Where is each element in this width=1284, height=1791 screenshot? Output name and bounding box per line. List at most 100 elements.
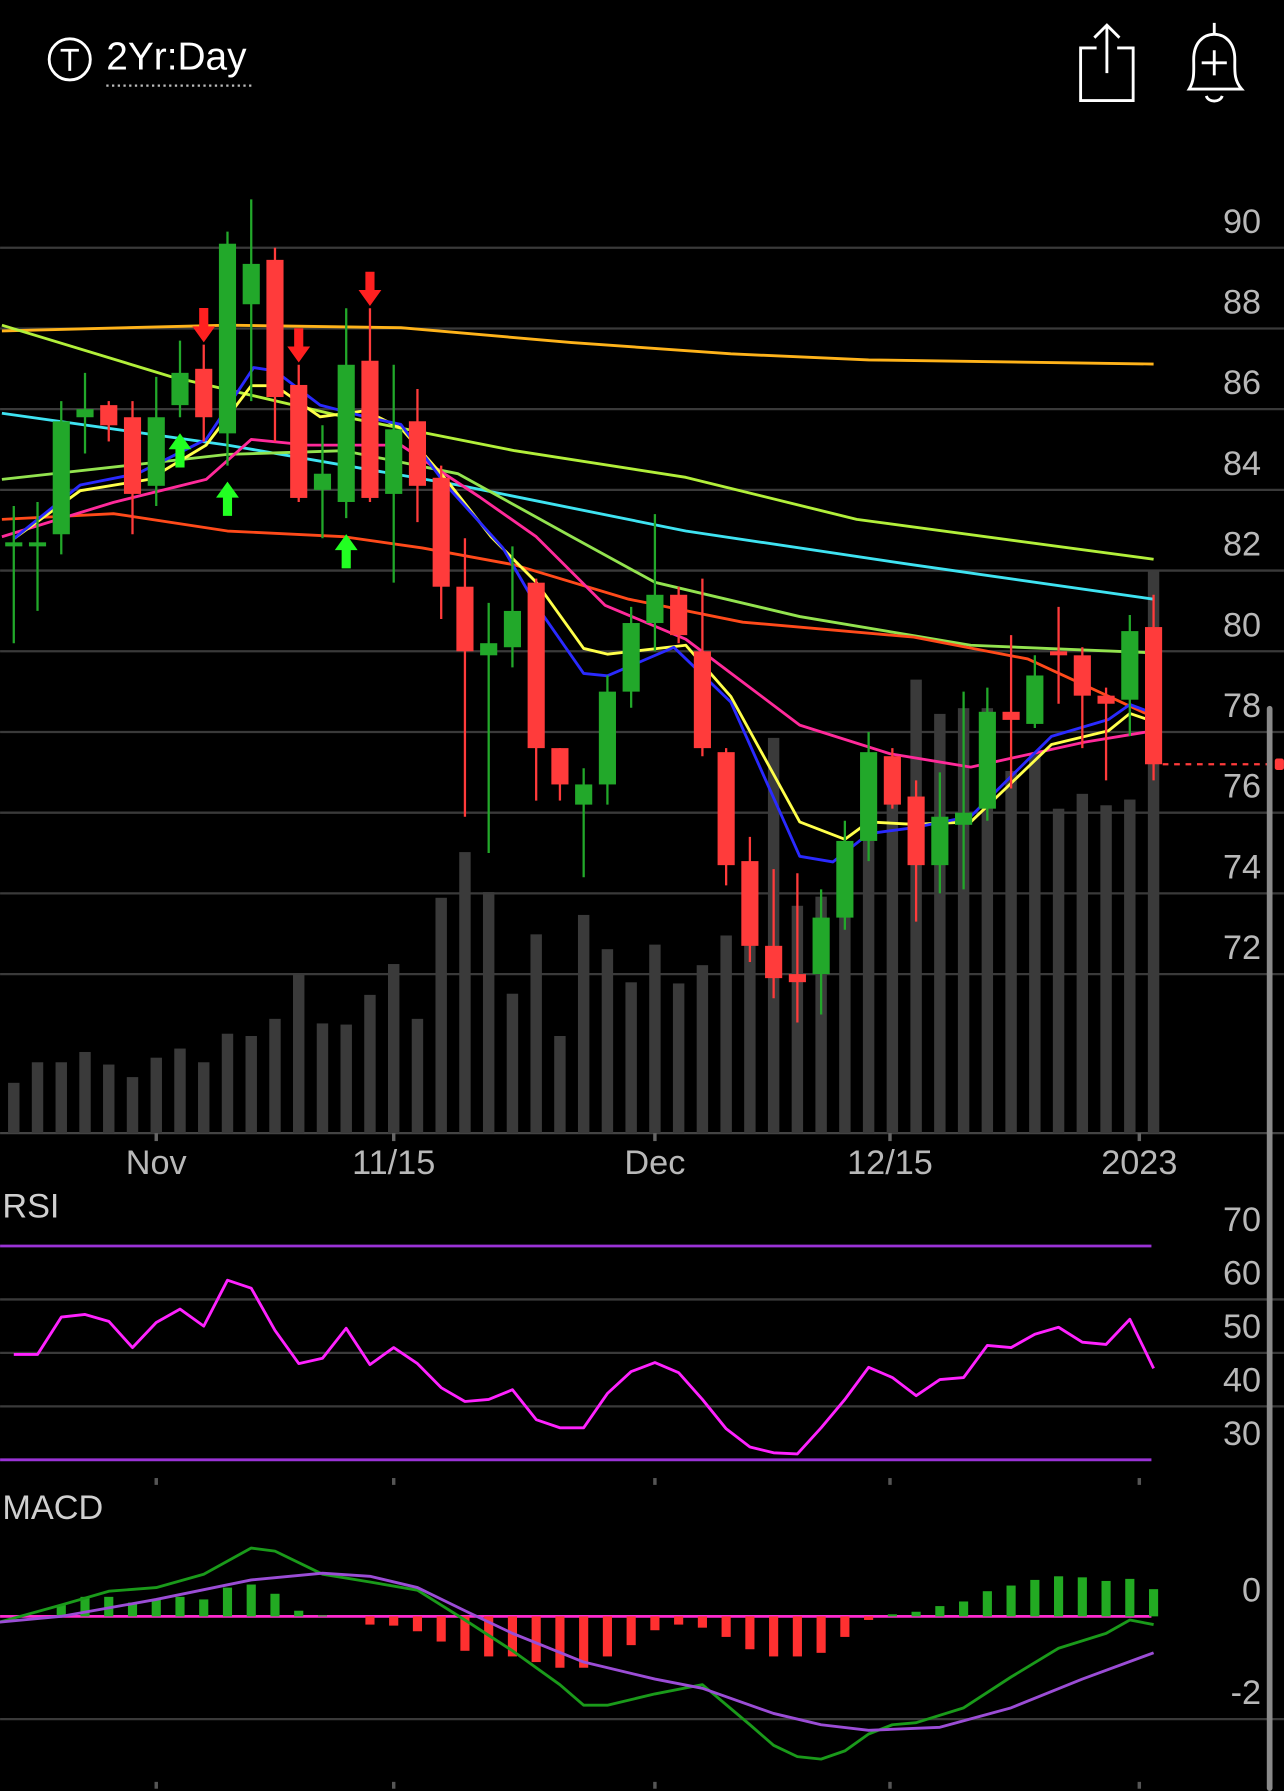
volume-bar <box>1100 805 1112 1134</box>
y-tick-label: 76 <box>1223 768 1261 806</box>
candle-body <box>313 473 332 490</box>
histogram-bar <box>911 1611 921 1617</box>
candle-body <box>218 243 237 434</box>
candle-body <box>408 421 427 486</box>
candle-body <box>622 623 640 692</box>
bell <box>1186 32 1245 91</box>
histogram-bar <box>531 1616 541 1663</box>
candle-body <box>195 368 213 418</box>
candle-body <box>337 364 355 502</box>
volume-bar <box>744 936 756 1134</box>
volume-bar <box>625 982 637 1134</box>
volume-bar <box>1005 770 1017 1134</box>
volume-bar <box>1124 799 1136 1134</box>
volume-bar <box>411 1018 424 1134</box>
candle-body <box>978 711 996 809</box>
x-tick-label: Dec <box>624 1144 685 1182</box>
histogram-bar <box>389 1616 399 1626</box>
volume-bar <box>672 983 685 1134</box>
candle-body <box>1097 695 1115 704</box>
volume-bar <box>387 964 400 1134</box>
histogram-bar <box>674 1616 684 1625</box>
histogram-bar <box>650 1616 660 1631</box>
candle-body <box>361 360 379 498</box>
candle-body <box>28 542 47 547</box>
y-tick-label: 72 <box>1223 929 1261 967</box>
histogram-bar <box>317 1615 328 1617</box>
histogram-bar <box>80 1596 90 1617</box>
candle-body <box>551 748 569 785</box>
volume-bar <box>8 1082 20 1134</box>
candle-body <box>670 594 688 636</box>
histogram-bar <box>935 1606 945 1617</box>
buy-signal <box>334 534 358 569</box>
volume-bar <box>649 944 661 1134</box>
ticker-badge[interactable] <box>47 37 92 82</box>
x-tick-label: 2023 <box>1101 1144 1177 1182</box>
candle-body <box>76 409 94 418</box>
moving-average <box>1 323 1154 561</box>
histogram-bar <box>1125 1578 1135 1617</box>
histogram-bar <box>56 1605 66 1617</box>
volume-bar <box>886 788 899 1134</box>
volume-bar <box>55 1062 67 1134</box>
volume-bar <box>198 1062 210 1134</box>
histogram-bar <box>840 1616 850 1637</box>
x-tick-label: Nov <box>126 1144 188 1182</box>
histogram-bar <box>270 1593 280 1617</box>
histogram-bar <box>294 1610 304 1617</box>
volume-bar <box>957 708 970 1134</box>
candle-body <box>931 816 949 866</box>
histogram-bar <box>602 1616 612 1657</box>
macd-line <box>0 1571 1155 1732</box>
candle-body <box>385 429 403 494</box>
candle-body <box>100 405 118 426</box>
candle-body <box>717 752 735 866</box>
moving-average <box>1 449 1154 655</box>
macd-line <box>0 1546 1154 1761</box>
candle-body <box>646 594 664 624</box>
timeframe[interactable]: 2Yr:Day <box>106 36 247 79</box>
scrollbar[interactable] <box>1266 705 1273 1791</box>
volume-bar <box>126 1077 139 1134</box>
candle-body <box>693 651 711 749</box>
candle-body <box>1002 711 1020 720</box>
alert-button[interactable] <box>1186 22 1245 103</box>
y-tick-label: 80 <box>1223 606 1261 644</box>
volume-bar <box>506 993 519 1134</box>
volume-bar <box>934 713 946 1134</box>
histogram-bar <box>365 1616 375 1625</box>
volume-bar <box>815 896 827 1134</box>
histogram-bar <box>792 1616 802 1657</box>
histogram-bar <box>222 1587 233 1617</box>
candle-body <box>1050 651 1068 656</box>
histogram-bar <box>1077 1577 1087 1617</box>
candle-body <box>52 421 70 535</box>
histogram-bar <box>769 1616 779 1657</box>
x-tick-label: 12/15 <box>847 1144 933 1182</box>
histogram-bar <box>1054 1576 1064 1617</box>
candle-body <box>907 796 925 866</box>
candle-body <box>788 974 806 983</box>
y-tick-label: 70 <box>1223 1201 1261 1239</box>
candle-body <box>1144 627 1163 765</box>
buy-signal <box>168 433 192 468</box>
candle-body <box>480 643 498 656</box>
share-button[interactable] <box>1079 23 1135 102</box>
volume-bar <box>839 890 851 1134</box>
x-tick-label: 11/15 <box>352 1144 435 1182</box>
y-tick-label: 0 <box>1242 1571 1261 1609</box>
volume-bar <box>435 897 447 1134</box>
y-tick-label: -2 <box>1231 1674 1261 1712</box>
moving-average <box>1 437 1154 769</box>
candle-body <box>836 840 854 918</box>
histogram-bar <box>982 1591 992 1617</box>
volume-bar <box>862 788 875 1134</box>
y-tick-label: 90 <box>1223 203 1261 241</box>
histogram-bar <box>697 1616 707 1628</box>
candle-body <box>883 756 901 805</box>
volume-bar <box>316 1023 329 1134</box>
volume-bar <box>530 934 542 1134</box>
histogram-bar <box>412 1616 423 1632</box>
